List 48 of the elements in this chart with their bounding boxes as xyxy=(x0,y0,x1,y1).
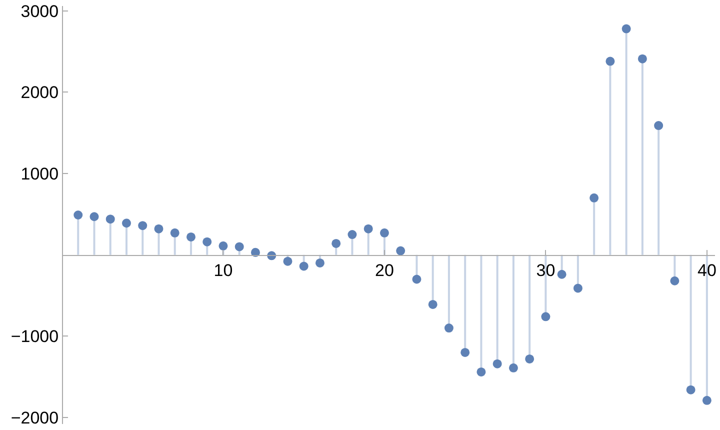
point xyxy=(186,232,196,242)
point xyxy=(492,359,502,368)
y-tick-label: −1000 xyxy=(10,327,59,346)
x-tick-label: 30 xyxy=(536,261,556,280)
x-tick-label: 10 xyxy=(214,261,233,280)
point xyxy=(573,284,582,293)
point xyxy=(122,218,131,228)
point xyxy=(138,221,148,230)
point xyxy=(412,274,422,284)
y-tick-label: 2000 xyxy=(20,83,59,102)
point xyxy=(332,238,341,248)
x-tick-label: 20 xyxy=(375,261,394,280)
point xyxy=(590,193,599,202)
point xyxy=(234,242,244,252)
point xyxy=(638,54,647,64)
point xyxy=(525,354,534,364)
y-tick-label: −2000 xyxy=(10,408,59,428)
point xyxy=(202,237,212,246)
point xyxy=(670,276,680,286)
point xyxy=(606,56,615,66)
y-tick-label: 1000 xyxy=(20,164,59,184)
point xyxy=(348,230,357,240)
point xyxy=(380,228,389,238)
y-tick-label: 3000 xyxy=(20,2,59,21)
point xyxy=(299,262,308,271)
point xyxy=(476,367,486,376)
x-tick-label: 40 xyxy=(697,261,716,280)
point xyxy=(218,241,228,250)
point xyxy=(654,121,664,130)
point xyxy=(508,363,518,372)
point xyxy=(315,258,324,268)
point xyxy=(541,312,550,322)
point xyxy=(106,214,115,224)
point xyxy=(444,324,454,333)
point xyxy=(283,256,292,266)
point xyxy=(364,224,373,234)
point xyxy=(460,348,470,357)
point xyxy=(557,270,566,279)
point xyxy=(154,224,164,234)
point xyxy=(702,396,712,405)
point xyxy=(686,385,696,394)
point xyxy=(250,248,260,257)
point xyxy=(396,246,406,256)
point xyxy=(428,300,438,309)
point xyxy=(74,210,83,220)
point xyxy=(90,212,99,222)
point xyxy=(170,228,180,238)
point xyxy=(622,24,631,34)
